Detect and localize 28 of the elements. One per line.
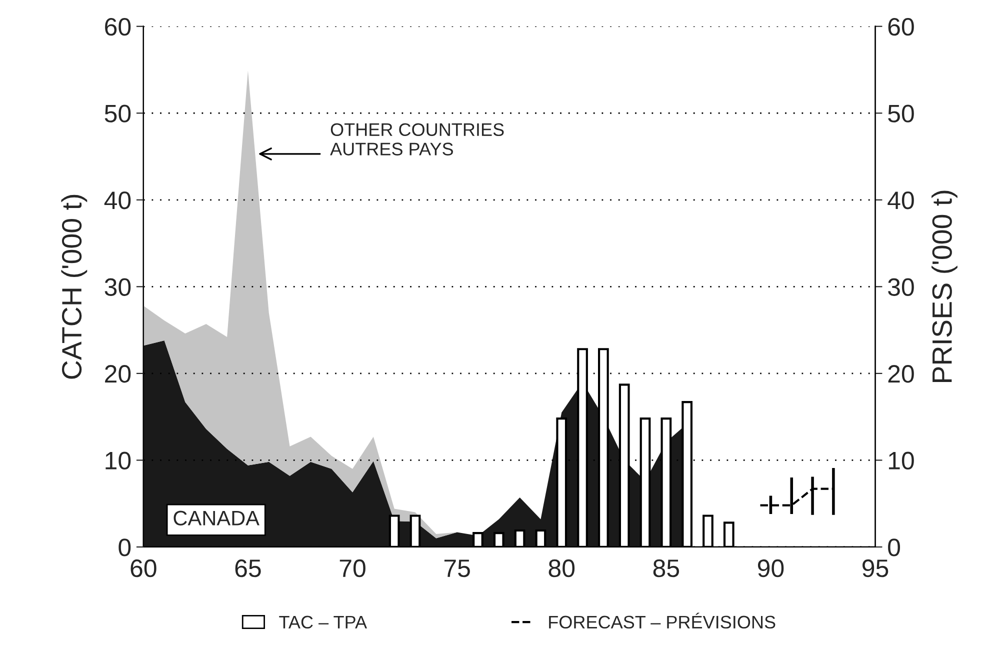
y2-tick-label: 30	[888, 278, 914, 296]
x-tick-label: 60	[130, 559, 156, 578]
y2-tick-label: 40	[888, 192, 914, 210]
y-tick-label: 0	[118, 538, 131, 556]
annotation: OTHER COUNTRIES AUTRES PAYS	[330, 123, 504, 156]
x-tick-label: 90	[758, 559, 784, 578]
y2-axis-title: PRISES ('000 t)	[932, 190, 958, 382]
x-tick-label: 70	[340, 559, 366, 578]
x-tick-label: 95	[862, 559, 888, 578]
y2-tick-label: 50	[888, 104, 914, 122]
y-tick-label: 30	[104, 278, 131, 296]
legend-label: TAC – TPA	[279, 616, 368, 629]
x-tick-label: 85	[653, 559, 680, 578]
y2-tick-label: 10	[888, 452, 914, 470]
y2-tick-label: 0	[888, 538, 900, 556]
x-tick-label: 65	[235, 559, 261, 578]
y2-tick-label: 20	[888, 365, 914, 383]
x-tick-label: 80	[548, 559, 575, 578]
series-label: CANADA	[174, 510, 260, 526]
y-axis-title: CATCH ('000 t)	[61, 194, 88, 379]
legend-label: FORECAST – PRÉVISIONS	[549, 612, 776, 629]
y-tick-label: 50	[104, 104, 131, 122]
y-tick-label: 40	[104, 192, 131, 210]
y-tick-label: 10	[106, 452, 131, 470]
x-tick-label: 75	[444, 560, 470, 578]
y-tick-label: 20	[105, 365, 131, 383]
y2-tick-label: 60	[888, 18, 914, 36]
y-tick-label: 60	[105, 18, 131, 36]
